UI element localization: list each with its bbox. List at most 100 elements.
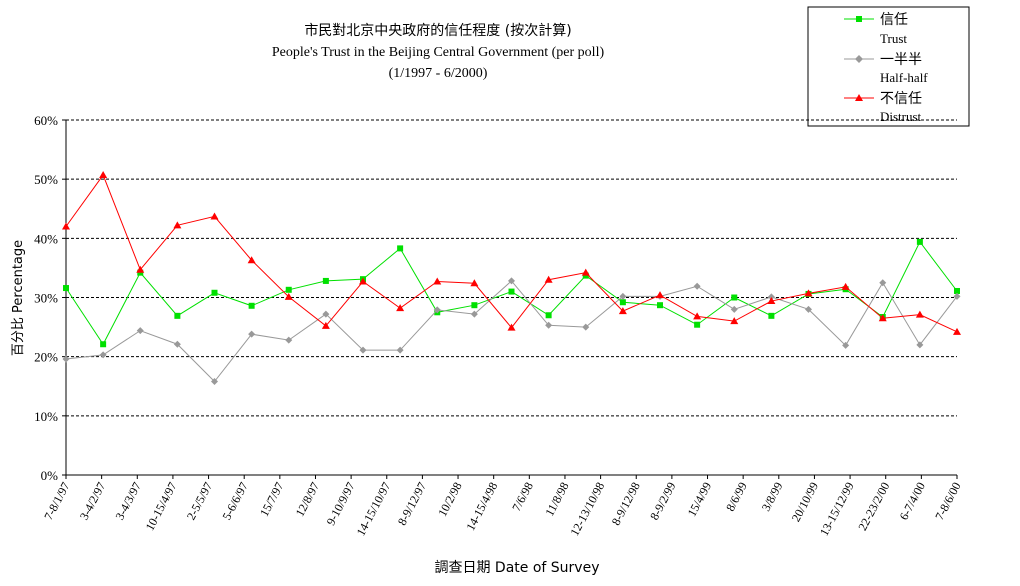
y-tick-label: 30% bbox=[34, 291, 58, 306]
data-point bbox=[322, 310, 330, 318]
data-point bbox=[100, 341, 107, 348]
data-point bbox=[545, 312, 552, 319]
data-point bbox=[471, 302, 478, 309]
data-point bbox=[879, 279, 887, 287]
x-tick-label: 9-10/9/97 bbox=[323, 480, 357, 528]
data-point bbox=[694, 321, 701, 328]
data-point bbox=[657, 302, 663, 309]
x-tick-label: 3-4/2/97 bbox=[77, 480, 108, 522]
x-tick-label: 8/6/99 bbox=[723, 480, 750, 514]
data-point bbox=[768, 312, 775, 319]
data-point bbox=[805, 305, 812, 313]
chart-subtitle: People's Trust in the Beijing Central Go… bbox=[272, 45, 605, 60]
y-tick-label: 0% bbox=[41, 468, 59, 483]
legend-label-half-half-en: Half-half bbox=[880, 70, 928, 85]
data-point bbox=[470, 279, 479, 287]
data-point bbox=[618, 307, 627, 315]
data-point bbox=[322, 277, 329, 284]
data-point bbox=[359, 277, 367, 285]
legend-label-distrust: 不信任 bbox=[880, 91, 922, 107]
x-tick-label: 13-15/12/99 bbox=[817, 480, 857, 538]
data-point bbox=[953, 292, 961, 300]
legend-label-half-half: 一半半 bbox=[880, 52, 922, 68]
series-line bbox=[65, 280, 958, 383]
series-line bbox=[65, 173, 958, 333]
legend-marker-trust bbox=[856, 16, 862, 22]
x-tick-label: 2-5/5/97 bbox=[184, 480, 215, 522]
gridlines bbox=[62, 119, 957, 476]
data-point bbox=[397, 245, 404, 252]
data-point bbox=[915, 310, 924, 318]
data-point bbox=[285, 336, 293, 344]
series-distrust bbox=[62, 171, 961, 335]
x-axis-label: 調查日期 Date of Survey bbox=[434, 560, 599, 576]
data-point bbox=[321, 321, 330, 329]
legend-label-trust-en: Trust bbox=[880, 31, 907, 46]
data-point bbox=[248, 302, 255, 309]
y-tick-labels: 0% 10% 20% 30% 40% 50% 60% bbox=[34, 113, 58, 483]
data-point bbox=[953, 327, 961, 335]
data-point bbox=[804, 289, 813, 297]
data-point bbox=[248, 330, 256, 338]
data-point bbox=[508, 277, 515, 285]
legend-marker-half-half bbox=[855, 55, 863, 63]
data-point bbox=[63, 285, 69, 292]
data-point bbox=[767, 297, 776, 305]
x-tick-label: 6-7/4/00 bbox=[897, 480, 928, 522]
data-point bbox=[730, 305, 738, 313]
data-point bbox=[507, 323, 516, 331]
x-tick-label: 3-4/3/97 bbox=[112, 480, 143, 522]
x-tick-label: 22-23/2/00 bbox=[855, 480, 892, 533]
x-tick-label: 15/7/97 bbox=[257, 480, 287, 519]
data-point bbox=[954, 287, 960, 294]
legend-box bbox=[807, 6, 970, 127]
x-tick-label: 10/2/98 bbox=[435, 480, 465, 519]
data-point bbox=[433, 306, 441, 314]
data-point bbox=[285, 286, 292, 293]
data-point bbox=[284, 292, 293, 300]
data-point bbox=[842, 341, 850, 349]
x-tick-label: 12/8/97 bbox=[293, 480, 323, 519]
y-tick-label: 20% bbox=[34, 350, 58, 365]
data-point bbox=[767, 293, 775, 301]
data-point bbox=[693, 282, 701, 290]
data-point bbox=[693, 312, 702, 320]
data-point bbox=[619, 292, 627, 300]
data-point bbox=[211, 378, 218, 386]
chart-period: (1/1997 - 6/2000) bbox=[389, 66, 488, 81]
data-point bbox=[878, 314, 887, 322]
y-tick-label: 10% bbox=[34, 409, 58, 424]
x-tick-label: 5-6/6/97 bbox=[219, 480, 250, 522]
data-point bbox=[581, 268, 590, 276]
data-point bbox=[136, 327, 144, 335]
series-trust bbox=[63, 238, 960, 348]
data-point bbox=[544, 275, 553, 283]
legend-item-trust: 信任 Trust bbox=[844, 12, 908, 46]
data-point bbox=[582, 323, 590, 331]
data-point bbox=[247, 256, 256, 264]
data-point bbox=[99, 351, 107, 359]
data-point bbox=[173, 340, 181, 348]
data-point bbox=[619, 299, 626, 306]
data-point bbox=[841, 282, 850, 290]
legend-label-distrust-en: Distrust bbox=[880, 109, 922, 124]
axes bbox=[65, 120, 958, 479]
x-tick-label: 14-15/4/98 bbox=[463, 480, 500, 533]
data-point bbox=[396, 304, 405, 312]
data-point bbox=[433, 277, 442, 285]
x-tick-label: 12-13/10/98 bbox=[567, 480, 607, 538]
legend-marker-distrust bbox=[855, 94, 863, 101]
data-point bbox=[99, 171, 108, 179]
x-tick-label: 7-8/1/97 bbox=[41, 480, 72, 522]
data-point bbox=[508, 288, 515, 295]
x-tick-label: 7-8/6/00 bbox=[932, 480, 963, 522]
data-point bbox=[210, 212, 219, 220]
y-tick-label: 40% bbox=[34, 231, 58, 246]
data-point bbox=[916, 341, 924, 349]
data-point bbox=[62, 222, 70, 230]
data-point bbox=[174, 312, 181, 319]
x-tick-label: 8-9/12/98 bbox=[609, 480, 643, 528]
data-point bbox=[62, 355, 70, 363]
data-point bbox=[359, 346, 367, 354]
